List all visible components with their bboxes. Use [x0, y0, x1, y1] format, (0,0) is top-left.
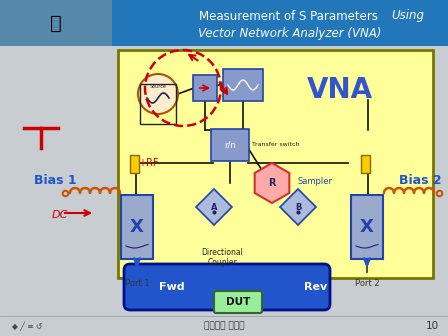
Text: DC: DC — [52, 210, 69, 220]
Text: 中華大學 通訊系: 中華大學 通訊系 — [204, 322, 244, 331]
FancyBboxPatch shape — [193, 75, 217, 101]
Polygon shape — [196, 189, 232, 225]
Text: Port 2: Port 2 — [355, 280, 379, 289]
Text: X: X — [360, 218, 374, 236]
Text: Port 1: Port 1 — [125, 280, 149, 289]
Text: 10: 10 — [426, 321, 439, 331]
Circle shape — [138, 74, 178, 114]
Text: ◆ ╱ ≡ ↺: ◆ ╱ ≡ ↺ — [12, 321, 43, 331]
Text: 🖥: 🖥 — [50, 13, 62, 33]
Text: Sampler: Sampler — [298, 176, 333, 185]
Polygon shape — [280, 189, 316, 225]
FancyBboxPatch shape — [211, 129, 249, 161]
FancyBboxPatch shape — [351, 195, 383, 259]
Polygon shape — [254, 163, 289, 203]
Text: Transfer switch: Transfer switch — [252, 142, 300, 148]
Text: Source: Source — [150, 84, 167, 88]
Text: B: B — [295, 203, 301, 211]
Text: X: X — [130, 218, 144, 236]
Text: R: R — [268, 178, 276, 188]
Text: +RF: +RF — [138, 158, 158, 168]
Text: Directional
Coupler: Directional Coupler — [201, 248, 243, 267]
Text: Bias 2: Bias 2 — [399, 173, 441, 186]
FancyBboxPatch shape — [223, 69, 263, 101]
FancyBboxPatch shape — [361, 155, 370, 173]
FancyBboxPatch shape — [0, 0, 448, 46]
FancyBboxPatch shape — [0, 0, 112, 46]
Text: Measurement of S Parameters: Measurement of S Parameters — [198, 9, 381, 23]
FancyBboxPatch shape — [214, 291, 262, 313]
FancyBboxPatch shape — [121, 195, 153, 259]
Text: DUT: DUT — [226, 297, 250, 307]
FancyBboxPatch shape — [118, 50, 433, 278]
Text: Fwd: Fwd — [159, 282, 185, 292]
FancyBboxPatch shape — [130, 155, 139, 173]
Text: Rev: Rev — [304, 282, 327, 292]
Text: Using: Using — [392, 9, 425, 23]
Text: VNA: VNA — [307, 76, 373, 104]
Text: A: A — [211, 203, 217, 211]
Text: Bias 1: Bias 1 — [34, 173, 76, 186]
FancyBboxPatch shape — [124, 264, 330, 310]
Text: Vector Network Analyzer (VNA): Vector Network Analyzer (VNA) — [198, 27, 382, 40]
FancyBboxPatch shape — [0, 46, 448, 336]
Text: r/n: r/n — [224, 140, 236, 150]
